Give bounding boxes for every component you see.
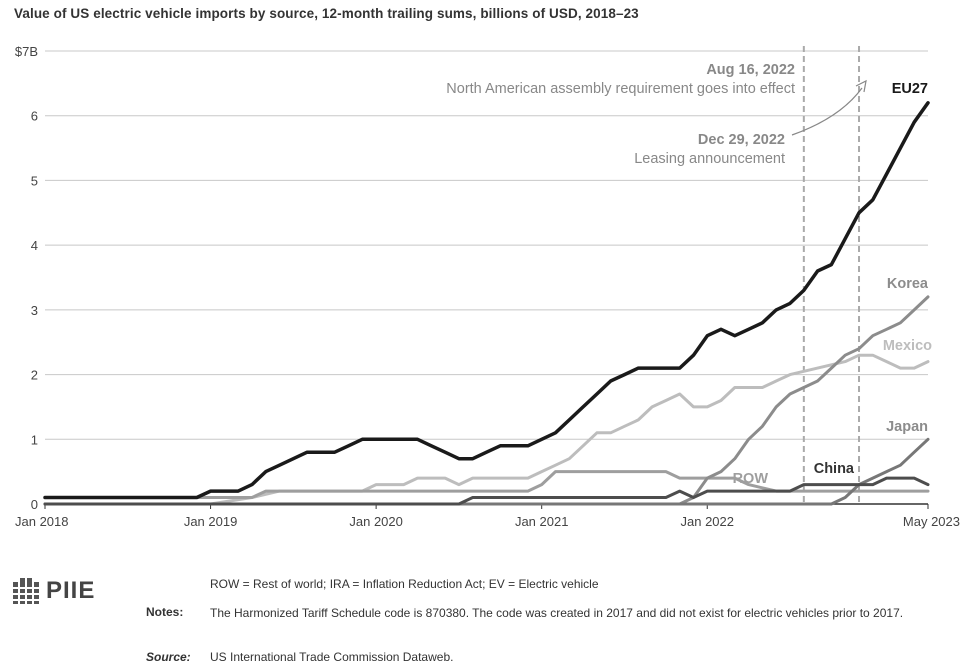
y-tick-label: 5 [31, 173, 38, 188]
annotation-text: North American assembly requirement goes… [446, 81, 795, 97]
series-line-japan [43, 437, 930, 506]
x-tick-label: Jan 2018 [15, 514, 69, 529]
series-label-mexico: Mexico [883, 338, 932, 354]
source-label: Source: [146, 650, 191, 664]
annotation-date: Dec 29, 2022 [698, 132, 785, 148]
notes-text: The Harmonized Tariff Schedule code is 8… [210, 606, 904, 620]
y-tick-label: 4 [31, 238, 38, 253]
piie-logo: PIIE [12, 576, 95, 606]
y-axis-tick-labels: 0 1 2 3 4 5 6 $7B [15, 44, 38, 512]
annotation-text: Leasing announcement [634, 151, 785, 167]
gridlines [45, 50, 928, 440]
series-label-japan: Japan [886, 419, 928, 435]
annotation-bg [350, 57, 796, 97]
series-labels: EU27 Korea Mexico Japan ROW China [733, 81, 933, 487]
y-tick-label: 2 [31, 368, 38, 383]
annotations: Aug 16, 2022 North American assembly requ… [350, 57, 867, 167]
y-tick-label: 1 [31, 432, 38, 447]
x-tick-label: Jan 2021 [515, 514, 569, 529]
chart-title: Value of US electric vehicle imports by … [14, 6, 639, 21]
x-tick-label: May 2023 [903, 514, 960, 529]
series-label-eu27: EU27 [892, 81, 928, 97]
series-lines [43, 101, 930, 506]
annotation-date: Aug 16, 2022 [706, 62, 795, 78]
logo-text: PIIE [46, 577, 96, 604]
abbreviations-note: ROW = Rest of world; IRA = Inflation Red… [210, 577, 599, 591]
building-icon [12, 578, 40, 604]
y-tick-label: 0 [31, 497, 38, 512]
x-tick-label: Jan 2019 [184, 514, 238, 529]
series-label-china: China [814, 461, 855, 477]
series-line-korea [43, 295, 930, 506]
series-line-eu27 [43, 101, 930, 500]
annotation-lines [802, 46, 861, 504]
series-line-china [43, 476, 930, 506]
x-tick-label: Jan 2022 [681, 514, 735, 529]
annotation-arrow [791, 87, 863, 136]
series-line-row [43, 470, 930, 499]
y-tick-label: 3 [31, 303, 38, 318]
y-tick-label: $7B [15, 44, 38, 59]
y-tick-label: 6 [31, 109, 38, 124]
annotation-bg [595, 127, 786, 167]
notes-label: Notes: [146, 605, 184, 619]
series-line-mexico [43, 353, 930, 506]
series-label-korea: Korea [887, 276, 929, 292]
series-label-row: ROW [733, 471, 769, 487]
arrow-head-icon [855, 79, 867, 93]
x-tick-label: Jan 2020 [349, 514, 403, 529]
x-axis: Jan 2018 Jan 2019 Jan 2020 Jan 2021 Jan 2022… [15, 503, 960, 529]
source-text: US International Trade Commission Datawe… [210, 650, 454, 664]
